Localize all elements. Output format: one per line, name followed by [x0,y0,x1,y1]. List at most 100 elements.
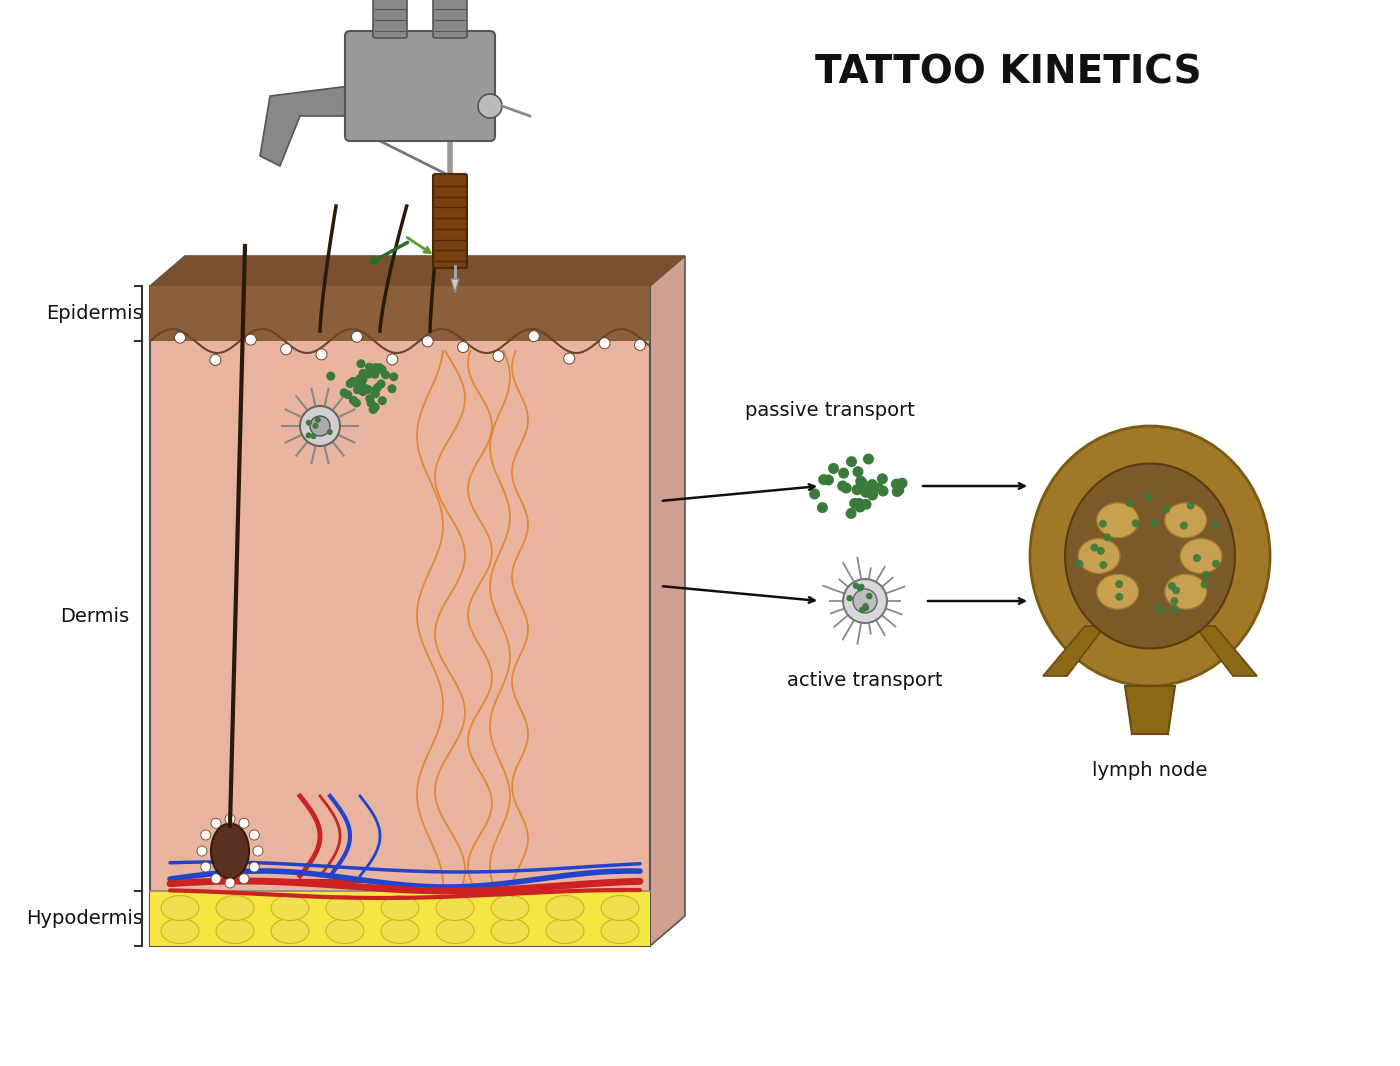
Text: Epidermis: Epidermis [46,304,143,323]
Circle shape [1168,582,1176,591]
Circle shape [388,384,396,393]
Circle shape [867,479,878,490]
Circle shape [1099,561,1107,569]
Circle shape [210,354,221,366]
Circle shape [346,379,354,388]
Circle shape [528,330,539,342]
Ellipse shape [1096,575,1138,609]
Circle shape [371,389,379,399]
Circle shape [389,372,398,382]
Circle shape [867,593,872,599]
Circle shape [599,338,610,349]
Polygon shape [150,891,650,946]
Ellipse shape [326,895,364,921]
Circle shape [1096,547,1105,555]
Circle shape [827,463,839,474]
Circle shape [1151,519,1158,527]
Circle shape [363,385,371,393]
Circle shape [477,94,503,118]
Circle shape [878,485,889,497]
Polygon shape [1043,626,1105,676]
Circle shape [847,595,853,601]
Polygon shape [260,86,350,166]
Circle shape [1131,519,1140,528]
Circle shape [853,582,860,588]
Circle shape [851,484,862,496]
Circle shape [372,383,382,392]
Ellipse shape [216,919,253,943]
Text: TATTOO KINETICS: TATTOO KINETICS [815,53,1201,92]
Ellipse shape [435,919,475,943]
Text: active transport: active transport [787,672,942,691]
Circle shape [846,508,857,519]
Circle shape [846,456,857,467]
Text: Dermis: Dermis [60,607,130,626]
Circle shape [350,377,360,387]
Circle shape [175,333,185,343]
Circle shape [312,423,319,429]
Circle shape [367,399,375,407]
Ellipse shape [161,895,199,921]
Circle shape [357,385,365,394]
Circle shape [861,499,872,510]
Circle shape [839,468,850,479]
Ellipse shape [1030,426,1270,687]
Circle shape [865,484,876,495]
Circle shape [841,483,851,494]
Circle shape [371,403,379,411]
Circle shape [371,386,379,395]
Circle shape [225,814,235,824]
Ellipse shape [161,919,199,943]
Circle shape [371,364,379,372]
Circle shape [358,384,367,392]
Circle shape [862,604,869,611]
Circle shape [357,359,365,368]
Circle shape [316,349,328,360]
Ellipse shape [1165,575,1207,609]
Circle shape [311,433,316,439]
Circle shape [200,862,211,872]
Circle shape [245,334,256,345]
Circle shape [211,819,221,828]
Circle shape [309,416,330,436]
FancyBboxPatch shape [433,174,468,268]
Ellipse shape [326,919,364,943]
Circle shape [1162,505,1170,514]
Circle shape [253,846,263,856]
Ellipse shape [491,895,529,921]
Text: lymph node: lymph node [1092,761,1208,780]
Circle shape [305,420,312,425]
Circle shape [854,502,865,513]
Circle shape [874,483,883,494]
Circle shape [197,846,207,856]
Circle shape [375,364,384,372]
Polygon shape [451,279,459,293]
Ellipse shape [381,895,419,921]
Circle shape [1103,533,1112,542]
Circle shape [857,585,864,592]
Circle shape [368,405,378,414]
Circle shape [493,351,504,361]
Circle shape [862,453,874,465]
Circle shape [200,830,211,840]
Polygon shape [150,256,685,286]
Circle shape [249,862,259,872]
Circle shape [365,362,374,372]
Circle shape [823,474,834,485]
Circle shape [853,589,876,613]
Circle shape [358,387,368,397]
Circle shape [326,372,335,381]
Circle shape [239,874,249,884]
Polygon shape [650,256,685,946]
Circle shape [634,339,645,351]
Polygon shape [1126,687,1175,734]
Circle shape [1170,597,1179,605]
Ellipse shape [1096,503,1138,538]
Circle shape [357,381,367,389]
Ellipse shape [272,919,309,943]
Circle shape [364,385,372,394]
Circle shape [818,474,829,485]
FancyBboxPatch shape [433,0,468,38]
Circle shape [861,487,871,498]
Circle shape [340,388,349,398]
